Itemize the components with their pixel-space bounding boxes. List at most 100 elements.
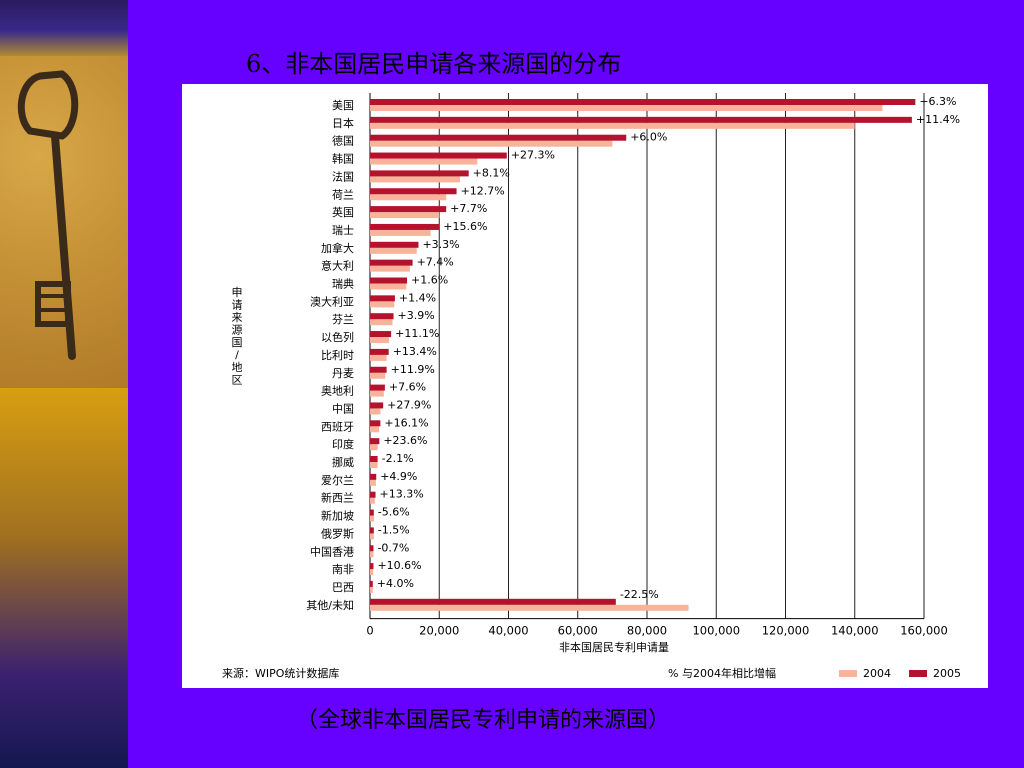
category-label: 瑞典: [332, 277, 354, 291]
x-tick-label: 0: [366, 624, 373, 638]
growth-label: -5.6%: [378, 506, 410, 519]
growth-label: +11.1%: [395, 327, 439, 340]
x-tick-label: 60,000: [558, 624, 598, 638]
bar-2005: [370, 313, 394, 320]
bar-2004: [370, 122, 855, 129]
bars: [370, 99, 916, 611]
bar-2004: [370, 105, 883, 111]
growth-label: +27.3%: [511, 149, 555, 162]
category-label: 意大利: [321, 259, 354, 273]
category-label: 俄罗斯: [321, 527, 354, 540]
bar-2004: [370, 140, 613, 147]
category-label: 芬兰: [332, 313, 354, 326]
bar-2005: [370, 456, 378, 462]
bar-2004: [370, 337, 390, 344]
bar-2004: [370, 604, 689, 611]
bar-2005: [370, 241, 419, 248]
legend-swatch-2005: [909, 670, 927, 677]
growth-label: +23.6%: [383, 434, 427, 447]
bar-2005: [370, 366, 387, 373]
growth-label: +13.4%: [393, 345, 437, 358]
category-label: 其他/未知: [306, 598, 354, 612]
bar-2004: [370, 390, 384, 397]
bar-2005: [370, 277, 408, 284]
category-label: 英国: [332, 205, 354, 219]
x-tick-label: 40,000: [488, 624, 528, 638]
x-tick-label: 100,000: [692, 624, 740, 638]
bar-2004: [370, 497, 375, 504]
category-label: 瑞士: [332, 223, 354, 237]
bar-2004: [370, 533, 374, 540]
growth-label: +15.6%: [443, 220, 487, 233]
bar-2005: [370, 331, 392, 338]
bar-2004: [370, 569, 374, 576]
category-label: 南非: [332, 563, 354, 576]
bar-2005: [370, 402, 384, 409]
bar-2004: [370, 301, 395, 308]
bar-2004: [370, 551, 374, 558]
x-tick-label: 20,000: [419, 624, 459, 638]
x-axis-label: 非本国居民专利申请量: [559, 640, 669, 654]
bar-2004: [370, 265, 410, 272]
growth-label: +10.6%: [377, 559, 421, 572]
bar-2004: [370, 462, 378, 468]
category-label: 荷兰: [332, 188, 354, 201]
bar-2004: [370, 194, 447, 201]
bar-chart: 0 20,000 40,000 60,000 80,000 100,000 120,000 1…: [222, 93, 961, 680]
bar-2004: [370, 444, 378, 451]
bar-2004: [370, 408, 381, 415]
growth-label: -2.1%: [382, 452, 414, 465]
bar-2004: [370, 247, 417, 254]
bar-2005: [370, 580, 373, 587]
growth-label: +11.4%: [916, 113, 960, 126]
bar-2005: [370, 295, 395, 302]
category-label: 加拿大: [321, 241, 354, 255]
x-tick-label: 140,000: [831, 624, 879, 638]
growth-label: +3.3%: [422, 238, 459, 251]
bar-2004: [370, 212, 440, 219]
source-note: 来源：WIPO统计数据库: [222, 666, 339, 680]
legend-label-2004: 2004: [863, 667, 891, 680]
antique-key-image: [0, 56, 128, 388]
growth-label: +4.9%: [380, 470, 417, 483]
x-tick-label: 80,000: [627, 624, 667, 638]
bar-2005: [370, 348, 389, 355]
bar-2005: [370, 420, 381, 427]
category-label: 爱尔兰: [321, 474, 354, 487]
bar-2005: [370, 598, 616, 605]
bar-2005: [370, 545, 374, 552]
growth-label: +1.6%: [411, 274, 448, 287]
category-label: 法国: [332, 169, 354, 183]
category-label: 西班牙: [321, 420, 354, 433]
bar-2005: [370, 509, 374, 516]
category-label: 丹麦: [332, 367, 354, 380]
growth-label: +12.7%: [461, 184, 505, 197]
category-label: 澳大利亚: [310, 294, 354, 308]
x-tick-label: 160,000: [900, 624, 948, 638]
growth-label: +7.6%: [389, 381, 426, 394]
growth-label: +16.1%: [384, 416, 428, 429]
growth-label: +8.1%: [473, 166, 510, 179]
bar-2004: [370, 372, 386, 379]
category-label: 美国: [332, 99, 354, 112]
category-label: 日本: [332, 116, 354, 130]
bar-2005: [370, 384, 385, 391]
category-label: 新西兰: [321, 491, 354, 505]
bar-2004: [370, 515, 375, 522]
slide-caption: （全球非本国居民专利申请的来源国）: [296, 708, 671, 733]
category-label: 巴西: [332, 581, 354, 594]
category-label: 德国: [332, 134, 354, 148]
growth-label: +7.4%: [417, 256, 454, 269]
slide-title: 6、非本国居民申请各来源国的分布: [246, 50, 622, 78]
growth-label: +6.3%: [919, 95, 956, 108]
x-tick-label: 120,000: [762, 624, 810, 638]
growth-label: -1.5%: [378, 523, 410, 536]
y-axis-label-vertical: 申请来源国/地区: [232, 286, 243, 387]
bar-2004: [370, 176, 461, 183]
bar-2005: [370, 223, 440, 230]
category-label: 中国香港: [310, 545, 354, 558]
category-label: 奥地利: [321, 384, 354, 398]
chart-panel: 0 20,000 40,000 60,000 80,000 100,000 120,000 1…: [182, 84, 988, 688]
bar-2005: [370, 259, 413, 266]
bar-2005: [370, 438, 380, 445]
